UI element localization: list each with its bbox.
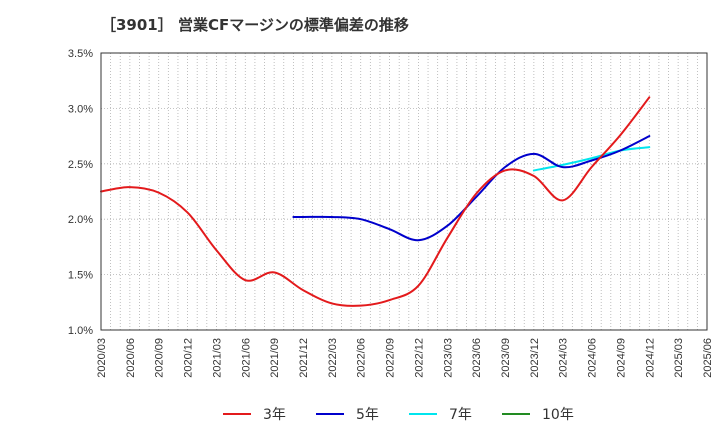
x-tick-label: 2021/09 bbox=[269, 338, 281, 378]
x-tick-label: 2024/12 bbox=[644, 338, 656, 378]
x-tick-label: 2020/03 bbox=[96, 338, 108, 378]
y-tick-label: 3.5% bbox=[68, 48, 93, 60]
x-tick-label: 2025/06 bbox=[702, 338, 714, 378]
x-tick-label: 2022/12 bbox=[413, 338, 425, 378]
y-tick-label: 2.0% bbox=[68, 214, 93, 226]
y-tick-label: 1.0% bbox=[68, 325, 93, 337]
legend-label: 5年 bbox=[356, 407, 379, 423]
series-line-2 bbox=[292, 135, 651, 242]
legend: 3年 5年 7年 10年 bbox=[223, 407, 574, 423]
series-lines bbox=[100, 96, 651, 307]
x-tick-label: 2024/03 bbox=[558, 338, 570, 378]
plot-border bbox=[100, 52, 708, 331]
x-tick-label: 2020/12 bbox=[183, 338, 195, 378]
x-tick-label: 2023/09 bbox=[500, 338, 512, 378]
series-line-1 bbox=[100, 96, 651, 307]
legend-label: 3年 bbox=[263, 407, 286, 423]
x-tick-label: 2020/06 bbox=[125, 338, 137, 378]
legend-label: 7年 bbox=[449, 407, 472, 423]
x-tick-label: 2024/06 bbox=[587, 338, 599, 378]
x-axis: 2020/03 2020/06 2020/09 2020/12 2021/03 2021/… bbox=[96, 338, 714, 378]
series-line-3 bbox=[532, 146, 651, 172]
x-tick-label: 2023/03 bbox=[442, 338, 454, 378]
plot-area bbox=[101, 53, 707, 330]
x-tick-label: 2023/06 bbox=[471, 338, 483, 378]
y-tick-label: 2.5% bbox=[68, 159, 93, 171]
x-tick-label: 2024/09 bbox=[615, 338, 627, 378]
chart-title: ［3901］ 営業CFマージンの標準偏差の推移 bbox=[101, 16, 409, 34]
x-tick-label: 2021/06 bbox=[240, 338, 252, 378]
x-tick-label: 2021/12 bbox=[298, 338, 310, 378]
x-tick-label: 2020/09 bbox=[154, 338, 166, 378]
x-tick-label: 2022/06 bbox=[356, 338, 368, 378]
y-tick-label: 3.0% bbox=[68, 103, 93, 115]
legend-label: 10年 bbox=[542, 407, 574, 423]
x-tick-label: 2023/12 bbox=[529, 338, 541, 378]
grid bbox=[101, 53, 707, 330]
y-axis: 1.0% 1.5% 2.0% 2.5% 3.0% 3.5% bbox=[68, 48, 93, 337]
x-tick-label: 2021/03 bbox=[211, 338, 223, 378]
x-tick-label: 2022/09 bbox=[385, 338, 397, 378]
x-tick-label: 2025/03 bbox=[673, 338, 685, 378]
x-tick-label: 2022/03 bbox=[327, 338, 339, 378]
y-tick-label: 1.5% bbox=[68, 270, 93, 282]
